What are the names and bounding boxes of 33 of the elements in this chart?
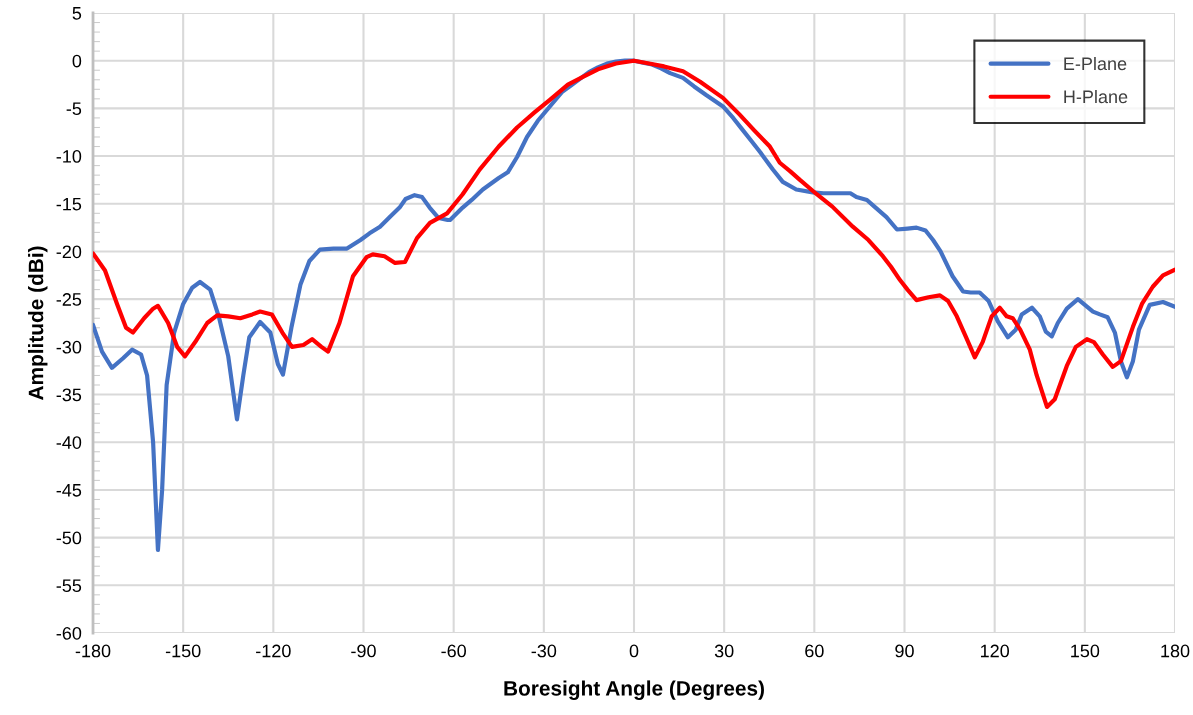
y-tick-label: -60 bbox=[56, 626, 82, 640]
x-tick-label: 60 bbox=[805, 644, 824, 658]
x-tick-label: -60 bbox=[441, 644, 467, 658]
x-tick-label: -180 bbox=[75, 644, 111, 658]
y-tick-label: -55 bbox=[56, 579, 82, 593]
legend-label: H-Plane bbox=[1064, 89, 1128, 104]
legend-label: E-Plane bbox=[1064, 56, 1127, 71]
x-tick-label: 0 bbox=[629, 644, 639, 658]
y-tick-label: 0 bbox=[72, 54, 82, 68]
y-tick-label: -5 bbox=[66, 102, 82, 116]
line-series bbox=[93, 58, 1175, 410]
x-tick-label: 120 bbox=[980, 644, 1010, 658]
y-tick-label: -10 bbox=[56, 150, 82, 163]
x-tick-label: -90 bbox=[351, 644, 376, 658]
y-tick-label: -15 bbox=[56, 197, 82, 211]
x-tick-label: 90 bbox=[895, 644, 914, 658]
y-tick-label: 5 bbox=[72, 7, 82, 20]
x-tick-label: -120 bbox=[256, 644, 291, 658]
y-tick-label: -30 bbox=[56, 340, 82, 354]
x-tick-label: -150 bbox=[165, 644, 201, 658]
x-tick-label: -30 bbox=[531, 644, 557, 658]
y-tick-label: -25 bbox=[56, 293, 82, 306]
x-tick-label: 150 bbox=[1071, 644, 1100, 658]
x-axis-title: Boresight Angle (Degrees) bbox=[504, 680, 764, 700]
line-series bbox=[93, 58, 1175, 553]
x-tick-label: 30 bbox=[714, 644, 734, 658]
y-tick-label: -20 bbox=[56, 245, 82, 259]
x-tick-label: 180 bbox=[1161, 644, 1190, 658]
y-axis-title: Amplitude (dBi) bbox=[28, 246, 48, 401]
y-tick-label: -35 bbox=[56, 388, 82, 402]
y-tick-label: -40 bbox=[56, 436, 82, 449]
y-tick-label: -45 bbox=[56, 484, 82, 497]
y-tick-label: -50 bbox=[56, 531, 82, 545]
